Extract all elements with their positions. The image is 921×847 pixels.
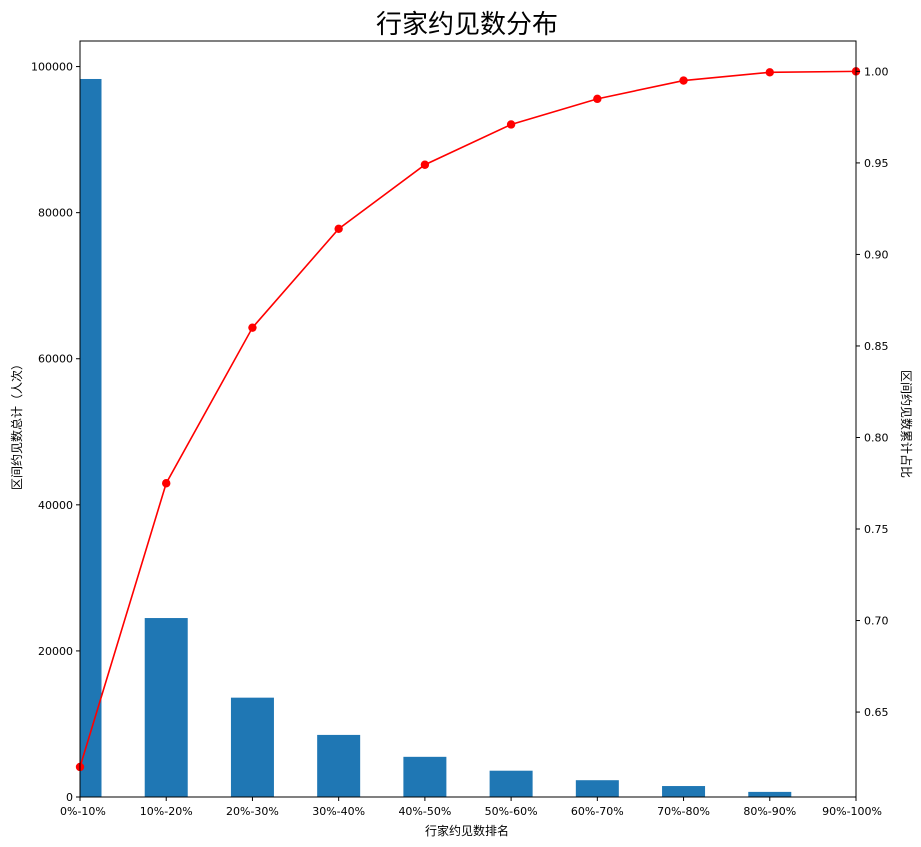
y2-tick-label: 0.90	[864, 248, 889, 261]
x-tick-label: 90%-100%	[822, 805, 882, 818]
axes-layer	[79, 40, 857, 798]
x-tick-label: 0%-10%	[60, 805, 106, 818]
bar-4	[317, 734, 361, 797]
bar-8	[662, 786, 706, 797]
bar-1	[80, 78, 102, 797]
y-axis-label: 区间约见数总计（人次）	[9, 358, 24, 490]
x-tick-label: 80%-90%	[743, 805, 796, 818]
bars-layer	[80, 78, 792, 797]
cumulative-point-9	[765, 68, 774, 77]
cumulative-point-8	[679, 76, 688, 85]
cumulative-line	[79, 70, 857, 768]
x-tick-label: 50%-60%	[485, 805, 538, 818]
x-tick-label: 30%-40%	[312, 805, 365, 818]
y2-tick-label: 0.85	[864, 340, 889, 353]
y-tick-label: 20000	[38, 645, 73, 658]
x-tick-label: 70%-80%	[657, 805, 710, 818]
cumulative-point-7	[593, 94, 602, 104]
y-tick-label: 80000	[38, 207, 73, 220]
y-tick-label: 100000	[31, 61, 73, 74]
bar-9	[748, 791, 792, 797]
bar-7	[575, 780, 619, 797]
bar-2	[144, 618, 188, 797]
y-tick-label: 60000	[38, 353, 73, 366]
cumulative-point-4	[334, 224, 343, 234]
y-tick-label: 40000	[38, 499, 73, 512]
y2-tick-label: 0.65	[864, 706, 889, 719]
cumulative-point-3	[248, 323, 257, 332]
chart-title: 行家约见数分布	[376, 10, 558, 40]
cumulative-point-6	[506, 120, 516, 129]
x-tick-label: 20%-30%	[226, 805, 279, 818]
y-tick-label: 0	[66, 791, 73, 804]
line-layer	[75, 67, 861, 772]
bar-6	[489, 770, 533, 797]
y2-tick-label: 0.70	[864, 615, 889, 628]
y2-tick-label: 0.80	[864, 431, 889, 444]
x-tick-label: 60%-70%	[571, 805, 624, 818]
x-axis-label: 行家约见数排名	[425, 823, 509, 838]
y2-tick-label: 1.00	[864, 65, 889, 78]
y2-axis-label: 区间约见数累计占比	[899, 370, 914, 478]
bar-5	[403, 756, 447, 797]
ticks-layer: 0 20000 40000 60000 80000 100000 0.65 0.70 0.75 0…	[31, 61, 889, 818]
x-tick-label: 40%-50%	[398, 805, 451, 818]
bar-3	[230, 697, 274, 797]
cumulative-point-5	[420, 160, 430, 169]
cumulative-point-2	[162, 479, 171, 488]
y2-tick-label: 0.75	[864, 523, 889, 536]
y2-tick-label: 0.95	[864, 157, 889, 170]
x-tick-label: 10%-20%	[140, 805, 193, 818]
plot-frame	[79, 40, 857, 798]
